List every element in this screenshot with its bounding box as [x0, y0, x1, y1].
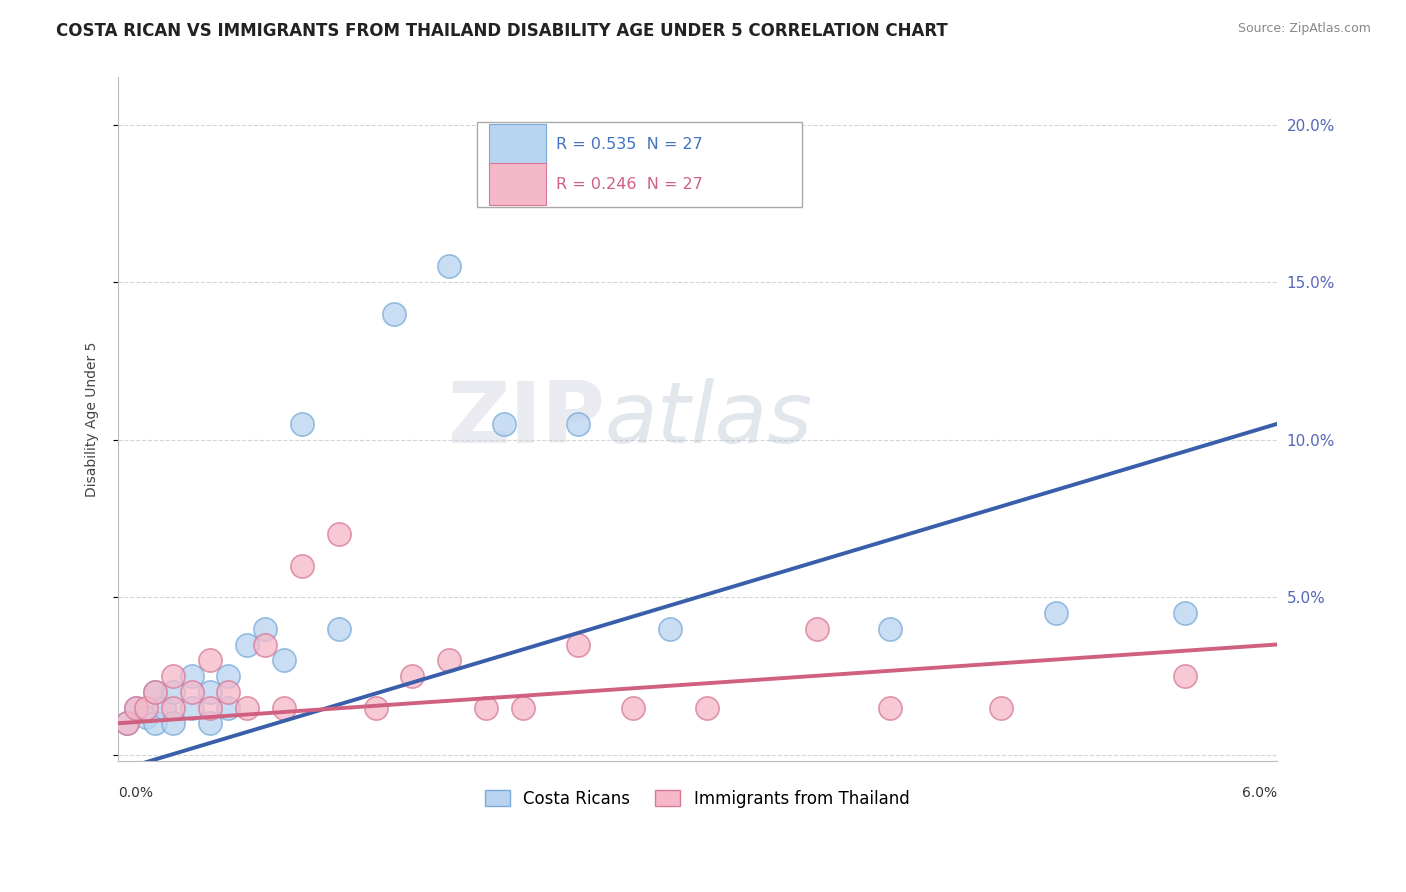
Point [162, 685, 184, 699]
Text: COSTA RICAN VS IMMIGRANTS FROM THAILAND DISABILITY AGE UNDER 5 CORRELATION CHART: COSTA RICAN VS IMMIGRANTS FROM THAILAND … [56, 22, 948, 40]
Point [198, 653, 221, 667]
Point [143, 685, 166, 699]
Point [153, 700, 176, 714]
Point [437, 653, 460, 667]
Point [162, 716, 184, 731]
Point [512, 700, 534, 714]
Point [198, 716, 221, 731]
Point [494, 417, 516, 431]
Point [879, 700, 901, 714]
Text: 0.0%: 0.0% [118, 786, 153, 800]
Point [364, 700, 387, 714]
Point [117, 716, 139, 731]
Point [382, 307, 405, 321]
Point [806, 622, 828, 636]
Point [437, 260, 460, 274]
Point [143, 716, 166, 731]
Point [401, 669, 423, 683]
Y-axis label: Disability Age Under 5: Disability Age Under 5 [86, 342, 100, 497]
Point [117, 716, 139, 731]
Point [162, 700, 184, 714]
Point [1174, 669, 1197, 683]
Point [180, 685, 202, 699]
Point [162, 669, 184, 683]
Point [180, 669, 202, 683]
Point [658, 622, 681, 636]
Point [198, 700, 221, 714]
Point [217, 700, 239, 714]
Point [125, 700, 148, 714]
Point [273, 653, 295, 667]
Text: 6.0%: 6.0% [1241, 786, 1277, 800]
Point [125, 700, 148, 714]
Point [217, 669, 239, 683]
Point [236, 638, 259, 652]
Text: Source: ZipAtlas.com: Source: ZipAtlas.com [1237, 22, 1371, 36]
Point [696, 700, 718, 714]
Point [621, 700, 644, 714]
Point [135, 710, 157, 724]
Point [273, 700, 295, 714]
Text: ZIP: ZIP [447, 377, 605, 461]
Point [198, 685, 221, 699]
Point [328, 622, 350, 636]
Point [567, 638, 589, 652]
Point [291, 417, 314, 431]
Point [879, 622, 901, 636]
Point [291, 558, 314, 573]
FancyBboxPatch shape [489, 124, 546, 166]
Point [143, 685, 166, 699]
Point [567, 417, 589, 431]
FancyBboxPatch shape [489, 163, 546, 205]
Text: R = 0.535  N = 27: R = 0.535 N = 27 [555, 137, 703, 153]
Point [328, 527, 350, 541]
Point [135, 700, 157, 714]
Point [217, 685, 239, 699]
Text: atlas: atlas [605, 377, 813, 461]
Text: R = 0.246  N = 27: R = 0.246 N = 27 [555, 177, 703, 192]
Point [236, 700, 259, 714]
Point [1174, 606, 1197, 620]
FancyBboxPatch shape [477, 122, 801, 207]
Point [254, 638, 277, 652]
Point [1045, 606, 1067, 620]
Point [254, 622, 277, 636]
Point [475, 700, 498, 714]
Point [990, 700, 1012, 714]
Point [180, 700, 202, 714]
Legend: Costa Ricans, Immigrants from Thailand: Costa Ricans, Immigrants from Thailand [478, 783, 917, 814]
